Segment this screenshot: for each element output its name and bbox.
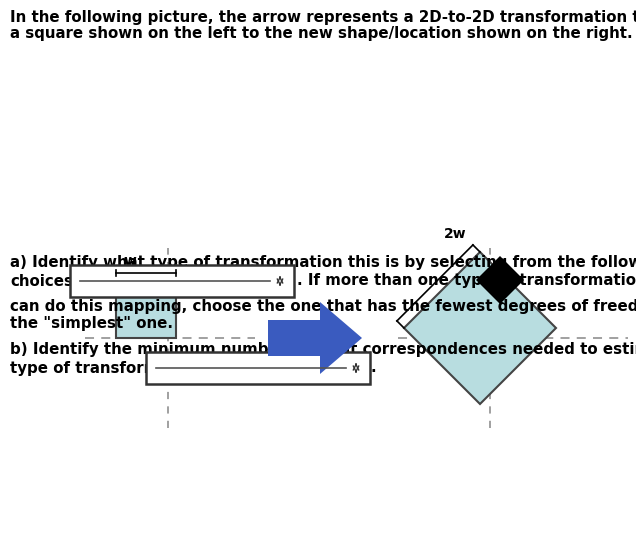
Text: w: w <box>124 254 137 268</box>
Text: 2w: 2w <box>445 227 467 241</box>
Polygon shape <box>476 256 524 304</box>
Text: a) Identify what type of transformation this is by selecting from the following: a) Identify what type of transformation … <box>10 255 636 270</box>
Bar <box>116 278 176 338</box>
Text: b) Identify the minimum number of point correspondences needed to estimate this: b) Identify the minimum number of point … <box>10 342 636 357</box>
Bar <box>156 278 176 298</box>
Text: a square shown on the left to the new shape/location shown on the right.: a square shown on the left to the new sh… <box>10 26 633 41</box>
Text: can do this mapping, choose the one that has the fewest degrees of freedom, i.e.: can do this mapping, choose the one that… <box>10 299 636 314</box>
Text: .: . <box>371 360 377 376</box>
Text: . If more than one type of transformation: . If more than one type of transformatio… <box>297 273 636 288</box>
FancyBboxPatch shape <box>146 352 370 384</box>
Polygon shape <box>268 302 362 374</box>
Text: choices:: choices: <box>10 273 79 288</box>
Text: the "simplest" one.: the "simplest" one. <box>10 316 173 331</box>
FancyBboxPatch shape <box>70 265 294 297</box>
Polygon shape <box>404 252 556 404</box>
Text: type of transformation:: type of transformation: <box>10 360 209 376</box>
Text: In the following picture, the arrow represents a 2D-to-2D transformation that ma: In the following picture, the arrow repr… <box>10 10 636 25</box>
